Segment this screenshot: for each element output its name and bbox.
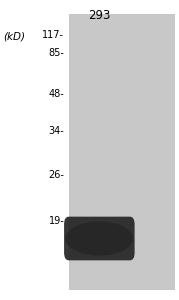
Ellipse shape (65, 221, 133, 256)
FancyBboxPatch shape (69, 14, 175, 289)
Text: (kD): (kD) (3, 32, 25, 41)
Text: 85-: 85- (49, 47, 64, 58)
Text: 293: 293 (88, 9, 111, 22)
Text: 34-: 34- (49, 125, 64, 136)
Text: 19-: 19- (49, 215, 64, 226)
Text: 48-: 48- (49, 89, 64, 100)
Text: 117-: 117- (42, 29, 64, 40)
Text: 26-: 26- (49, 170, 64, 181)
FancyBboxPatch shape (64, 217, 135, 260)
